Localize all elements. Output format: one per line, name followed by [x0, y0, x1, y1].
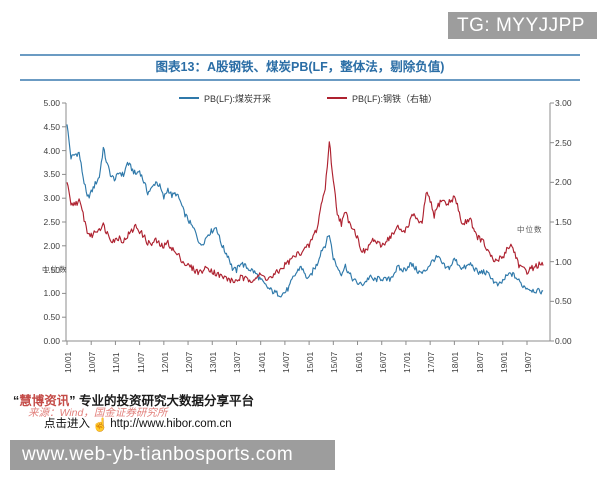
left-ytick-3.50: 3.50 [43, 169, 60, 180]
right-ytick-1.00: 1.00 [555, 256, 572, 267]
watermark-left: 中位数 [42, 265, 68, 274]
right-ytick-2.00: 2.00 [555, 177, 572, 188]
legend-item-steel: PB(LF):钢铁（右轴） [327, 92, 437, 105]
xtick-12/01: 12/01 [159, 351, 170, 373]
xtick-14/07: 14/07 [280, 351, 291, 373]
xtick-10/07: 10/07 [87, 351, 98, 373]
right-ytick-1.50: 1.50 [555, 217, 572, 227]
hand-cursor-icon: ☝ [92, 417, 109, 432]
left-ytick-0.00: 0.00 [43, 336, 60, 346]
site-url-bar: www.web-yb-tianbosports.com [10, 440, 335, 470]
xtick-15/01: 15/01 [305, 351, 316, 373]
tg-badge: TG: MYYJJPP [448, 12, 597, 39]
xtick-18/07: 18/07 [474, 351, 485, 373]
title-rule-top [20, 54, 580, 56]
legend-item-coal: PB(LF):煤炭开采 [178, 92, 271, 105]
xtick-16/07: 16/07 [377, 351, 388, 373]
series-line-steel [66, 141, 544, 284]
footer-brand: 慧博资讯 [19, 394, 70, 408]
xtick-13/07: 13/07 [232, 351, 243, 373]
xtick-12/07: 12/07 [184, 351, 195, 373]
series-line-coal [66, 124, 544, 298]
chart-legend: PB(LF):煤炭开采 PB(LF):钢铁（右轴） [66, 91, 550, 105]
left-ytick-5.00: 5.00 [43, 98, 60, 108]
left-ytick-4.50: 4.50 [43, 121, 60, 132]
steel-line-swatch-icon [327, 97, 347, 99]
left-ytick-1.00: 1.00 [43, 288, 60, 299]
right-ytick-0.50: 0.50 [555, 296, 572, 307]
tg-badge-text: TG: MYYJJPP [457, 14, 585, 36]
left-ytick-3.00: 3.00 [43, 193, 60, 204]
footer-tagline-text: 专业的投资研究大数据分享平台 [75, 394, 254, 408]
xtick-11/01: 11/01 [111, 352, 122, 373]
footer-quote-close: ” [69, 394, 76, 408]
footer-quote-open: “ [13, 394, 20, 408]
footer-source: 来源：Wind，国金证券研究所 [28, 407, 168, 419]
xtick-11/07: 11/07 [135, 352, 146, 373]
footer-click-prefix: 点击进入 [44, 418, 90, 430]
figure-title: 图表13：A股钢铁、煤炭PB(LF，整体法，剔除负值) [155, 60, 445, 74]
xtick-15/07: 15/07 [329, 351, 340, 373]
footer-url-link[interactable]: http://www.hibor.com.cn [110, 418, 232, 430]
xtick-17/01: 17/01 [401, 351, 412, 373]
footer-tagline: “慧博资讯” 专业的投资研究大数据分享平台 [13, 394, 254, 408]
right-ytick-2.50: 2.50 [555, 137, 572, 148]
xtick-10/01: 10/01 [63, 351, 73, 373]
xtick-19/07: 19/07 [523, 351, 533, 373]
left-ytick-2.00: 2.00 [43, 240, 60, 251]
left-ytick-1.50: 1.50 [43, 264, 60, 275]
coal-line-swatch-icon [178, 97, 199, 99]
xtick-16/01: 16/01 [353, 351, 364, 373]
left-ytick-0.50: 0.50 [43, 312, 60, 323]
footer: “慧博资讯” 专业的投资研究大数据分享平台 来源：Wind，国金证券研究所 点击… [13, 394, 254, 431]
right-ytick-0.00: 0.00 [555, 336, 572, 346]
xtick-14/01: 14/01 [256, 351, 267, 373]
xtick-19/01: 19/01 [498, 351, 509, 373]
right-ytick-3.00: 3.00 [555, 98, 572, 108]
xtick-18/01: 18/01 [450, 351, 461, 373]
title-rule-bottom [20, 79, 580, 81]
xtick-13/01: 13/01 [208, 351, 219, 373]
left-ytick-2.50: 2.50 [43, 217, 60, 227]
watermark-right: 中位数 [517, 225, 543, 234]
legend-label-coal: PB(LF):煤炭开采 [203, 93, 271, 104]
footer-link-line: 点击进入 ☝ http://www.hibor.com.cn [44, 418, 232, 431]
xtick-17/07: 17/07 [426, 351, 437, 373]
site-url-text: www.web-yb-tianbosports.com [22, 444, 294, 465]
left-ytick-4.00: 4.00 [43, 145, 60, 156]
legend-label-steel: PB(LF):钢铁（右轴） [352, 93, 438, 104]
